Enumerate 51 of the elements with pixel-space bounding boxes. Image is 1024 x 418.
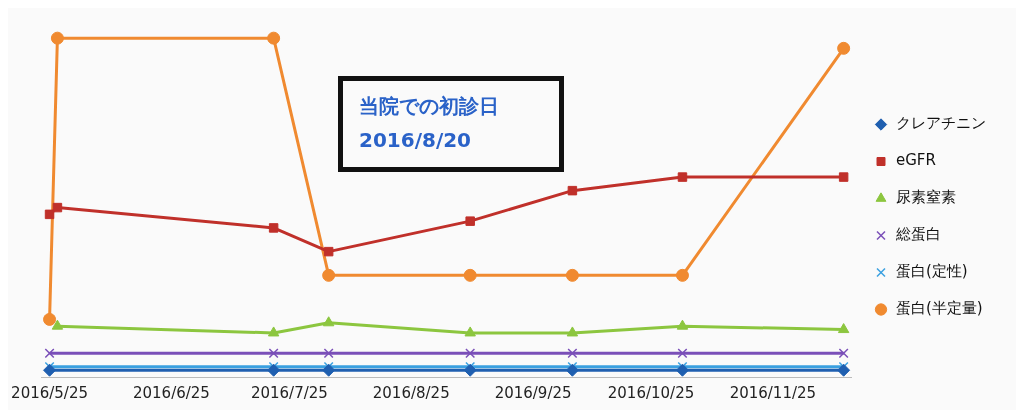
point — [567, 185, 578, 196]
point — [837, 323, 850, 334]
x-tick-label: 2016/8/25 — [372, 383, 450, 402]
point — [676, 319, 689, 330]
point — [51, 319, 64, 330]
point — [675, 363, 689, 377]
point — [566, 326, 579, 337]
point — [322, 363, 336, 377]
point — [465, 216, 475, 226]
point — [464, 326, 476, 337]
legend-label: eGFR — [896, 151, 936, 170]
legend-label: 尿素窒素 — [896, 188, 956, 207]
point — [43, 312, 57, 326]
point — [322, 268, 336, 282]
legend-label: クレアチニン — [896, 114, 986, 133]
point — [565, 363, 579, 377]
point — [50, 31, 64, 45]
point — [322, 316, 335, 327]
point — [323, 246, 334, 257]
legend-label: 蛋白(定性) — [896, 262, 968, 281]
legend-label: 総蛋白 — [895, 225, 941, 244]
x-tick-label: 2016/10/25 — [607, 383, 695, 402]
point — [267, 363, 281, 377]
point — [463, 268, 477, 282]
point — [52, 202, 63, 213]
point — [323, 348, 334, 359]
x-tick-label: 2016/11/25 — [729, 383, 817, 402]
x-tick-label: 2016/6/25 — [132, 383, 210, 402]
point — [565, 268, 579, 282]
note-box: 当院での初診日 2016/8/20 — [338, 76, 564, 172]
point — [43, 363, 57, 377]
point — [44, 348, 55, 359]
point — [677, 172, 688, 182]
point — [267, 326, 280, 337]
legend-label: 蛋白(半定量) — [896, 299, 983, 318]
point — [677, 348, 688, 359]
x-tick-label: 2016/7/25 — [250, 383, 328, 402]
x-tick-label: 2016/9/25 — [494, 383, 572, 402]
point — [463, 363, 477, 377]
point — [465, 348, 476, 359]
point — [268, 223, 279, 233]
point — [675, 268, 689, 282]
point — [838, 348, 849, 359]
point — [837, 363, 851, 377]
point — [567, 348, 578, 359]
point — [268, 348, 279, 359]
point — [837, 41, 851, 55]
point — [838, 172, 849, 182]
point — [267, 31, 281, 45]
point — [44, 209, 55, 220]
x-tick-label: 2016/5/25 — [11, 383, 89, 402]
